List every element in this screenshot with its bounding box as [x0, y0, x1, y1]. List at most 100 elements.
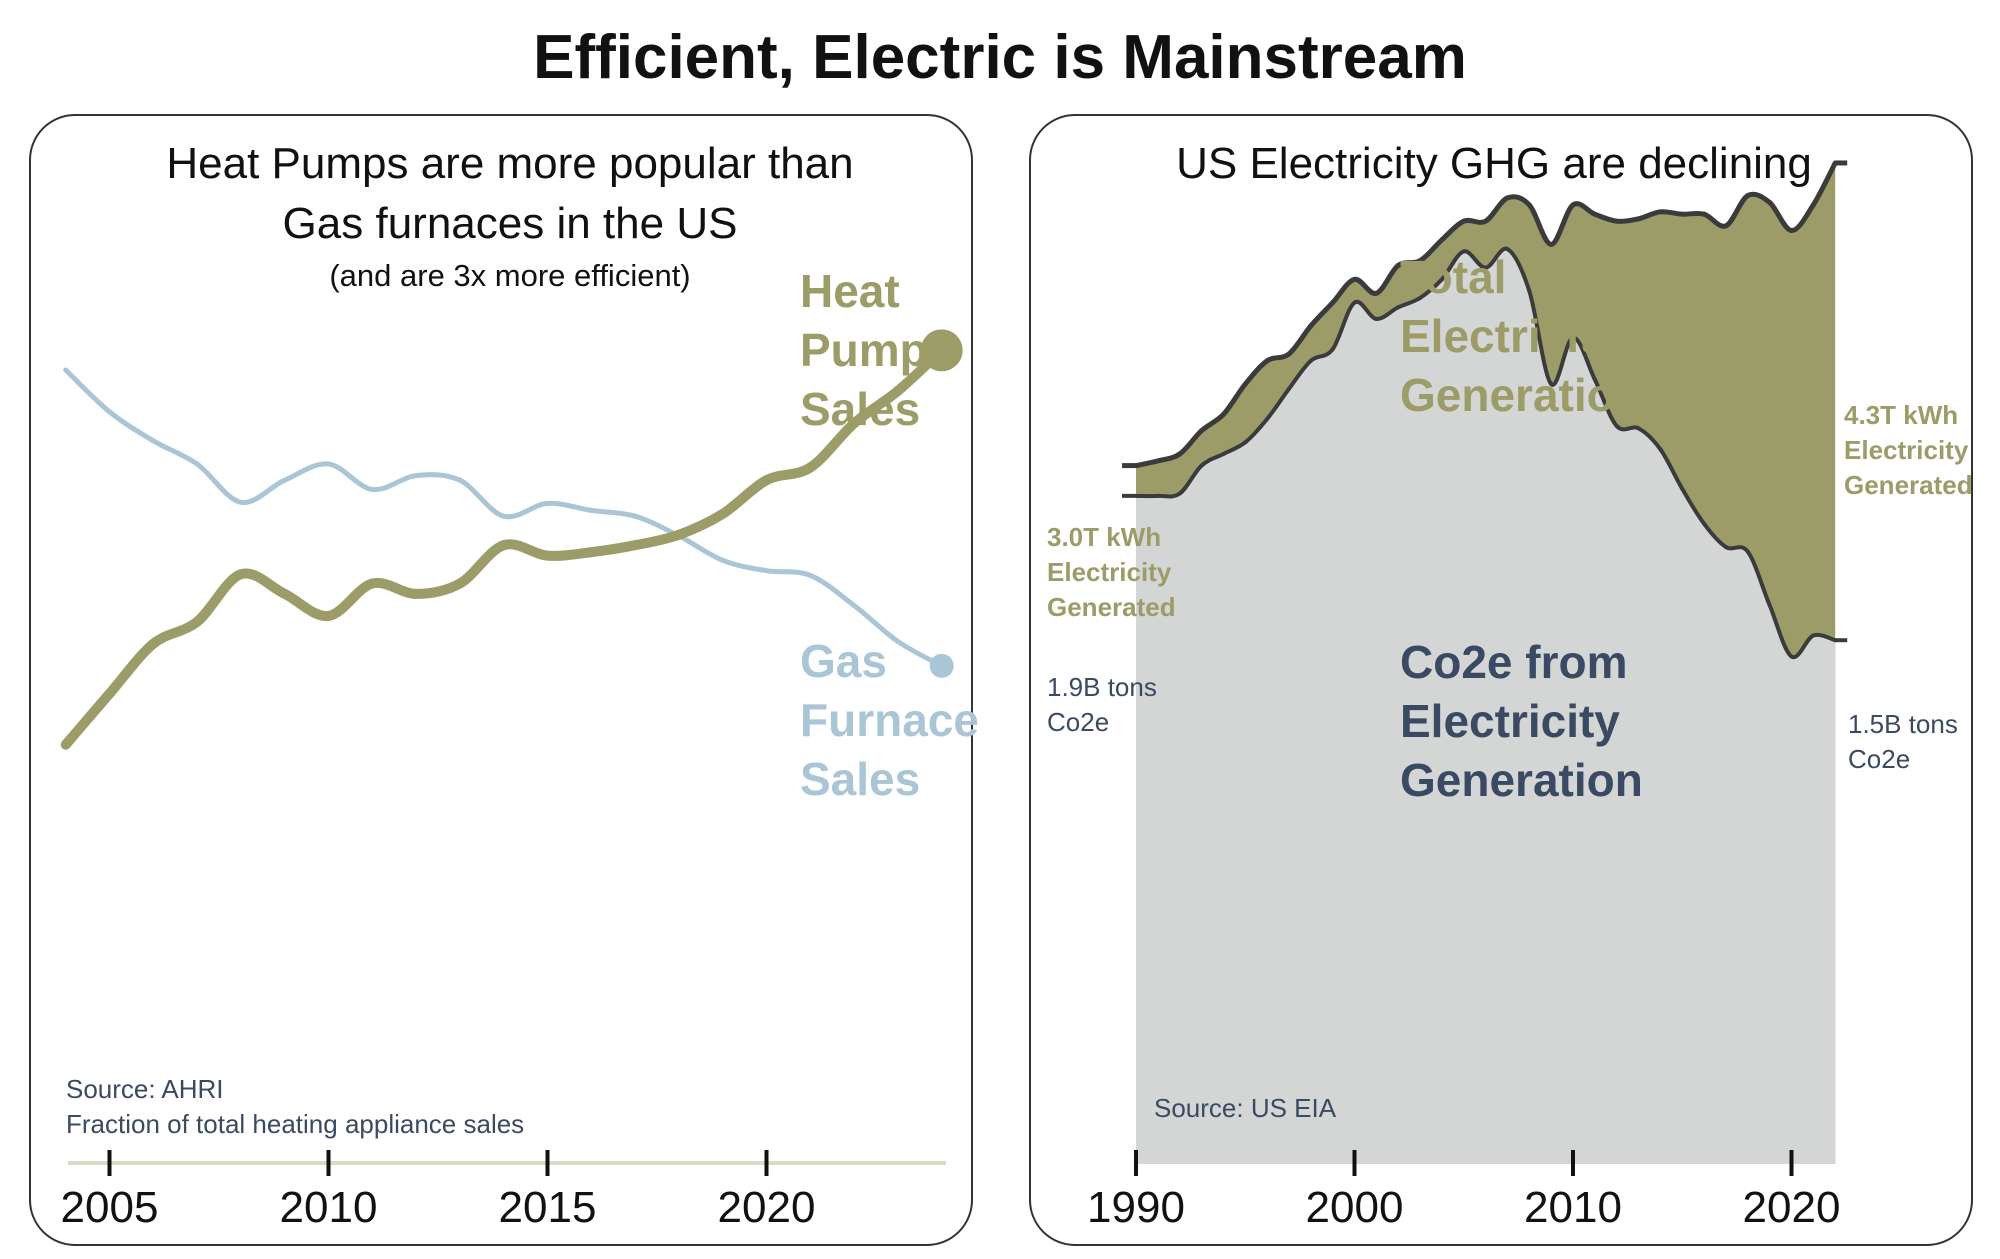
co2e-label-line-1: Co2e from — [1400, 636, 1627, 688]
left-x-tick-label-2005: 2005 — [61, 1183, 159, 1232]
end-co2-annotation-line-1: 1.5B tons — [1848, 709, 1958, 739]
total-generation-point-2010 — [1570, 202, 1576, 208]
gas-furnace-endpoint-marker — [929, 653, 954, 678]
heat-pump-point-2013 — [454, 578, 465, 589]
heat-pump-point-2022 — [849, 418, 860, 429]
heat-pump-point-2016 — [586, 547, 597, 558]
gas-furnace-point-2009 — [282, 477, 288, 483]
co2e-point-2006 — [1483, 265, 1488, 270]
total-generation-point-2020 — [1789, 227, 1794, 233]
total-generation-point-2018 — [1745, 193, 1751, 199]
total-generation-point-2004 — [1439, 237, 1445, 243]
total-generation-points — [1133, 160, 1838, 469]
co2e-point-1997 — [1286, 386, 1291, 391]
left-chart: Heat Pumps are more popular than Gas fur… — [61, 139, 979, 1232]
heat-pump-point-2008 — [235, 569, 246, 580]
heat-pump-point-2021 — [805, 462, 816, 473]
gas-furnace-points — [63, 367, 945, 669]
co2e-point-2010 — [1571, 335, 1575, 340]
right-x-tick-label-2000: 2000 — [1306, 1183, 1404, 1232]
total-generation-point-1995 — [1242, 381, 1248, 387]
co2e-point-1991 — [1155, 493, 1160, 498]
start-co2-annotation-line-2: Co2e — [1047, 707, 1109, 737]
co2e-point-2013 — [1636, 426, 1641, 431]
heat-pump-label-line-2: Pump — [800, 324, 928, 376]
gas-furnace-point-2014 — [501, 513, 507, 519]
co2e-point-1992 — [1177, 491, 1182, 496]
heat-pump-point-2010 — [323, 610, 334, 621]
total-generation-point-2001 — [1373, 290, 1379, 296]
co2e-point-2017 — [1723, 545, 1728, 550]
heat-pump-point-2018 — [673, 529, 684, 540]
left-x-tick-label-2020: 2020 — [718, 1183, 816, 1232]
total-generation-point-2003 — [1417, 258, 1423, 264]
co2e-point-2016 — [1702, 521, 1707, 526]
gas-furnace-point-2023 — [895, 638, 901, 644]
end-generation-annotation-line-1: 4.3T kWh — [1844, 400, 1958, 430]
heat-pump-label-line-3: Sales — [800, 383, 920, 435]
heat-pump-point-2017 — [630, 540, 641, 551]
heat-pump-point-2011 — [367, 578, 378, 589]
heat-pump-point-2020 — [761, 475, 772, 486]
gas-furnace-point-2020 — [764, 568, 769, 574]
co2e-point-2004 — [1439, 277, 1444, 282]
right-x-tick-label-2020: 2020 — [1743, 1183, 1841, 1232]
heat-pump-point-2014 — [498, 540, 509, 551]
co2e-area — [1136, 248, 1836, 1164]
gas-furnace-point-2010 — [326, 461, 331, 467]
co2e-point-2009 — [1549, 382, 1554, 387]
total-generation-point-1999 — [1330, 300, 1336, 306]
gas-furnace-point-2004 — [63, 367, 69, 373]
gas-furnace-point-2013 — [457, 477, 463, 483]
co2e-point-1994 — [1221, 451, 1226, 456]
total-generation-point-2015 — [1679, 211, 1685, 217]
co2e-point-1996 — [1265, 417, 1270, 422]
co2e-label-line-3: Generation — [1400, 754, 1643, 806]
heat-pump-point-2006 — [148, 638, 159, 649]
total-generation-point-2021 — [1810, 202, 1816, 208]
heat-pump-points — [60, 345, 947, 750]
heat-pump-point-2004 — [60, 739, 71, 750]
total-generation-point-1992 — [1177, 451, 1183, 457]
total-generation-point-2011 — [1592, 211, 1598, 217]
gas-furnace-point-2016 — [588, 507, 594, 513]
right-source: Source: US EIA — [1154, 1093, 1337, 1123]
co2e-point-2011 — [1592, 377, 1597, 382]
total-generation-point-2016 — [1701, 211, 1707, 217]
start-generation-annotation-line-2: Electricity — [1047, 557, 1172, 587]
heat-pump-point-2019 — [717, 508, 728, 519]
left-x-tick-label-2010: 2010 — [280, 1183, 378, 1232]
start-generation-annotation-line-3: Generated — [1047, 592, 1176, 622]
gas-furnace-label-line-1: Gas — [800, 635, 887, 687]
gas-furnace-label-line-3: Sales — [800, 753, 920, 805]
gas-furnace-point-2005 — [107, 409, 112, 415]
co2e-point-2021 — [1811, 633, 1816, 638]
co2e-point-2003 — [1418, 295, 1423, 300]
total-generation-point-1997 — [1286, 351, 1292, 357]
heat-pump-point-2012 — [411, 588, 422, 599]
gas-furnace-point-2021 — [807, 572, 813, 578]
right-chart-title: US Electricity GHG are declining — [1176, 139, 1812, 188]
start-generation-annotation-line-1: 3.0T kWh — [1047, 522, 1161, 552]
start-co2-annotation-line-1: 1.9B tons — [1047, 672, 1157, 702]
co2e-label-line-2: Electricity — [1400, 695, 1620, 747]
total-generation-label-line-3: Generation — [1400, 369, 1643, 421]
left-x-tick-label-2015: 2015 — [499, 1183, 597, 1232]
end-generation-annotation-line-2: Electricity — [1844, 435, 1969, 465]
co2e-point-2001 — [1374, 316, 1379, 321]
gas-furnace-point-2019 — [720, 557, 726, 563]
electricity-ghg-chart-panel — [1029, 114, 1973, 1246]
co2e-point-2005 — [1461, 249, 1466, 254]
total-generation-point-1991 — [1155, 458, 1161, 464]
total-generation-point-2000 — [1352, 276, 1357, 282]
co2e-point-2000 — [1352, 300, 1357, 305]
co2e-point-1999 — [1330, 347, 1335, 352]
co2e-points — [1134, 247, 1838, 659]
right-chart: US Electricity GHG are declining 1990 200… — [1047, 139, 1973, 1232]
left-chart-subtitle: (and are 3x more efficient) — [329, 258, 690, 293]
heat-pump-endpoint-marker — [920, 329, 963, 372]
total-generation-point-2002 — [1395, 262, 1401, 268]
co2e-point-2007 — [1505, 247, 1510, 252]
co2e-point-2014 — [1658, 447, 1663, 452]
co2e-point-2008 — [1527, 289, 1532, 293]
